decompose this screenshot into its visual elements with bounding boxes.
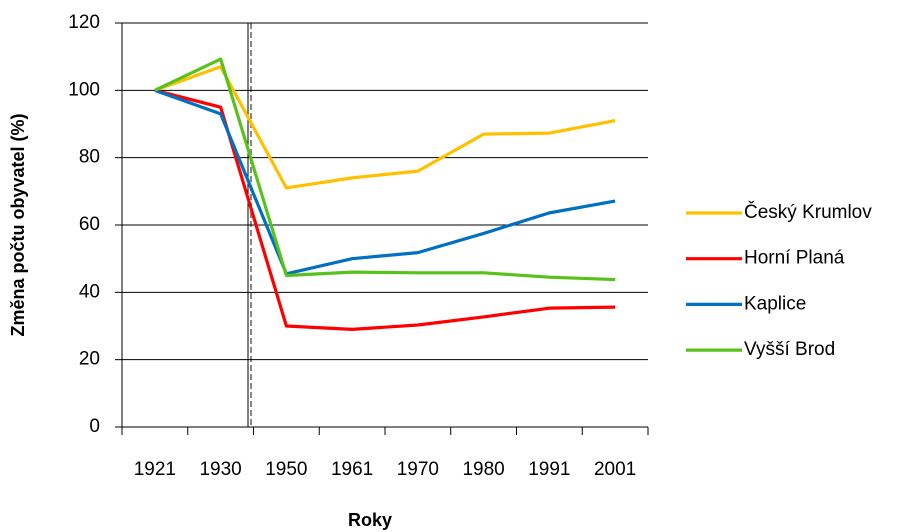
x-tick-label: 1930 bbox=[199, 459, 241, 480]
series-line bbox=[154, 65, 616, 190]
legend-label: Horní Planá bbox=[744, 248, 845, 269]
y-tick-label: 100 bbox=[68, 79, 100, 100]
y-axis-label: Změna počtu obyvatel (%) bbox=[8, 113, 28, 336]
y-tick-label: 20 bbox=[79, 349, 100, 370]
x-tick-label: 1921 bbox=[134, 459, 176, 480]
x-tick-label: 1961 bbox=[331, 459, 373, 480]
y-tick-label: 120 bbox=[68, 12, 100, 33]
legend-label: Vyšší Brod bbox=[744, 339, 835, 360]
series-line bbox=[154, 57, 616, 282]
y-tick-label: 60 bbox=[79, 214, 100, 235]
x-axis-label: Roky bbox=[348, 510, 392, 530]
series-line bbox=[154, 88, 616, 331]
x-tick-label: 1980 bbox=[462, 459, 504, 480]
x-tick-label: 1950 bbox=[265, 459, 307, 480]
x-tick-label: 1991 bbox=[528, 459, 570, 480]
series-line bbox=[154, 88, 616, 276]
legend-label: Kaplice bbox=[744, 293, 806, 314]
x-tick-label: 1970 bbox=[397, 459, 439, 480]
legend-label: Český Krumlov bbox=[744, 201, 872, 223]
y-tick-label: 0 bbox=[89, 416, 100, 437]
x-tick-label: 2001 bbox=[594, 459, 636, 480]
y-tick-label: 80 bbox=[79, 147, 100, 168]
y-tick-label: 40 bbox=[79, 281, 100, 302]
